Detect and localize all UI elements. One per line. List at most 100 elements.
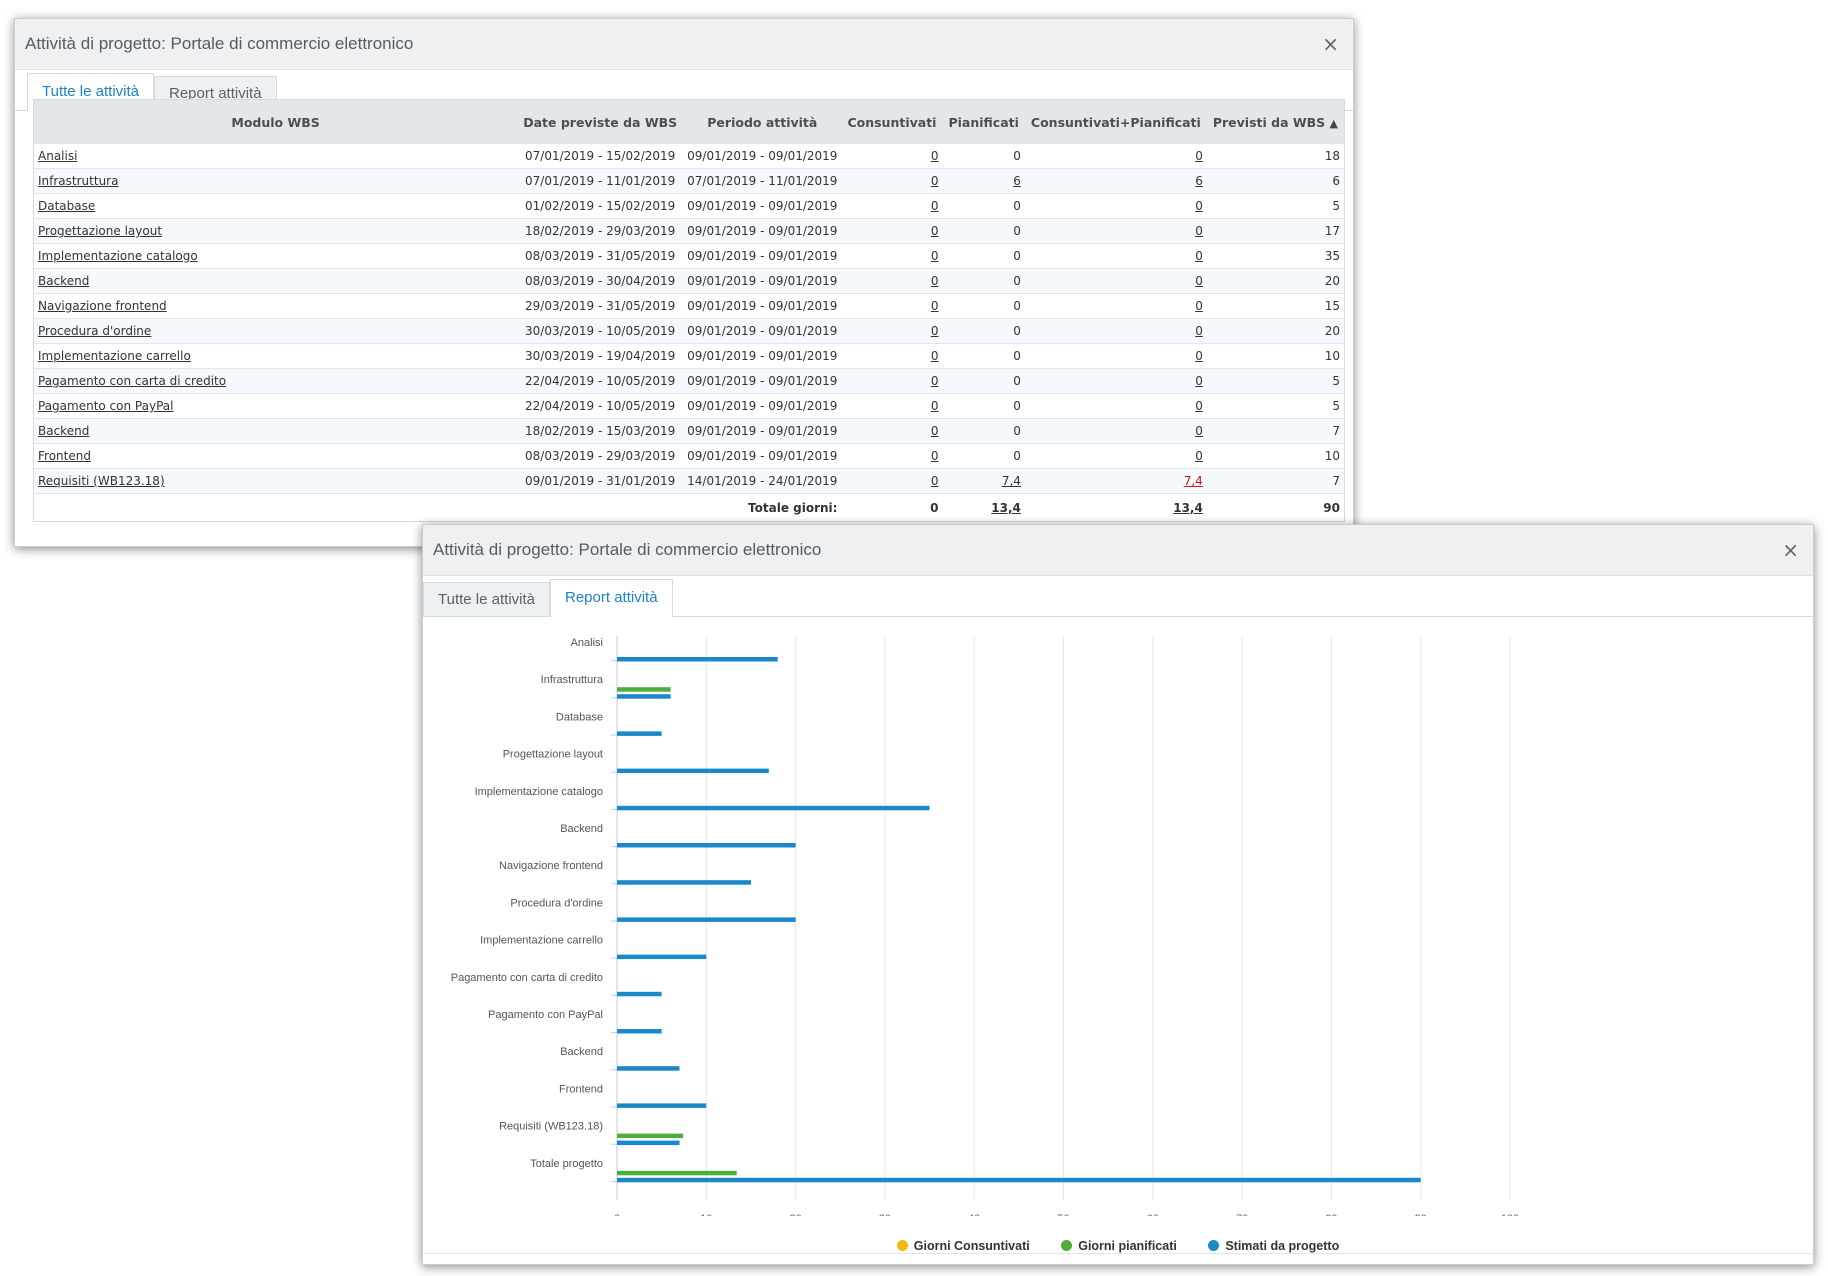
col-header-pianificati[interactable]: Pianificati xyxy=(942,100,1024,144)
cons-pian-link[interactable]: 0 xyxy=(1195,274,1203,288)
pianificati-value[interactable]: 6 xyxy=(1013,174,1021,188)
cell-consuntivati: 0 xyxy=(841,444,942,469)
cons-pian-link[interactable]: 7,4 xyxy=(1184,474,1203,488)
cons-pian-link[interactable]: 0 xyxy=(1195,399,1203,413)
cons-pian-link[interactable]: 0 xyxy=(1195,249,1203,263)
cell-previsti: 6 xyxy=(1207,169,1344,194)
bar-stimati xyxy=(617,1178,1421,1183)
col-header-periodo[interactable]: Periodo attività xyxy=(683,100,841,144)
total-pianificati-link[interactable]: 13,4 xyxy=(991,501,1021,515)
col-header-date[interactable]: Date previste da WBS xyxy=(517,100,683,144)
cell-date: 08/03/2019 - 29/03/2019 xyxy=(517,444,683,469)
legend-item-pianificati[interactable]: Giorni pianificati xyxy=(1061,1239,1177,1253)
modulo-link[interactable]: Frontend xyxy=(38,449,91,463)
cell-previsti: 10 xyxy=(1207,344,1344,369)
col-header-previsti-label: Previsti da WBS xyxy=(1213,115,1325,130)
cell-consuntivati: 0 xyxy=(841,169,942,194)
consuntivati-link[interactable]: 0 xyxy=(931,349,939,363)
cell-pianificati: 0 xyxy=(942,269,1024,294)
cons-pian-link[interactable]: 0 xyxy=(1195,224,1203,238)
modulo-link[interactable]: Analisi xyxy=(38,149,77,163)
cons-pian-link[interactable]: 0 xyxy=(1195,299,1203,313)
x-tick-label: 60 xyxy=(1147,1213,1159,1216)
pianificati-value[interactable]: 7,4 xyxy=(1002,474,1021,488)
consuntivati-link[interactable]: 0 xyxy=(931,149,939,163)
footer-divider xyxy=(423,1253,1813,1254)
x-tick-label: 70 xyxy=(1236,1213,1248,1216)
modulo-link[interactable]: Implementazione carrello xyxy=(38,349,191,363)
modulo-link[interactable]: Backend xyxy=(38,274,89,288)
cell-cons-pian: 0 xyxy=(1025,144,1207,169)
bar-stimati xyxy=(617,731,662,736)
legend-item-stimati[interactable]: Stimati da progetto xyxy=(1208,1239,1339,1253)
close-icon[interactable]: × xyxy=(1318,32,1343,56)
total-label: Totale giorni: xyxy=(683,494,841,522)
close-icon[interactable]: × xyxy=(1778,538,1803,562)
modulo-link[interactable]: Database xyxy=(38,199,95,213)
pianificati-value: 0 xyxy=(1013,274,1021,288)
consuntivati-link[interactable]: 0 xyxy=(931,449,939,463)
category-label: Database xyxy=(556,711,603,723)
table-row: Progettazione layout 18/02/2019 - 29/03/2… xyxy=(34,219,1344,244)
cell-date: 30/03/2019 - 10/05/2019 xyxy=(517,319,683,344)
cell-previsti: 5 xyxy=(1207,194,1344,219)
col-header-modulo[interactable]: Modulo WBS xyxy=(34,100,517,144)
consuntivati-link[interactable]: 0 xyxy=(931,249,939,263)
consuntivati-link[interactable]: 0 xyxy=(931,474,939,488)
col-header-previsti[interactable]: Previsti da WBS ▲︎ xyxy=(1207,100,1344,144)
chart-legend: Giorni Consuntivati Giorni pianificati S… xyxy=(423,1239,1813,1253)
cell-cons-pian: 0 xyxy=(1025,444,1207,469)
consuntivati-link[interactable]: 0 xyxy=(931,424,939,438)
sort-icon[interactable]: ▲︎ xyxy=(1330,117,1338,130)
cell-consuntivati: 0 xyxy=(841,244,942,269)
modulo-link[interactable]: Pagamento con PayPal xyxy=(38,399,173,413)
consuntivati-link[interactable]: 0 xyxy=(931,224,939,238)
modulo-link[interactable]: Requisiti (WB123.18) xyxy=(38,474,165,488)
cell-date: 29/03/2019 - 31/05/2019 xyxy=(517,294,683,319)
cons-pian-link[interactable]: 6 xyxy=(1195,174,1203,188)
consuntivati-link[interactable]: 0 xyxy=(931,399,939,413)
modulo-link[interactable]: Progettazione layout xyxy=(38,224,162,238)
consuntivati-link[interactable]: 0 xyxy=(931,374,939,388)
cons-pian-link[interactable]: 0 xyxy=(1195,324,1203,338)
consuntivati-link[interactable]: 0 xyxy=(931,174,939,188)
modulo-link[interactable]: Backend xyxy=(38,424,89,438)
cons-pian-link[interactable]: 0 xyxy=(1195,149,1203,163)
x-tick-label: 100 xyxy=(1501,1213,1519,1216)
cell-consuntivati: 0 xyxy=(841,419,942,444)
col-header-cons-pian[interactable]: Consuntivati+Pianificati xyxy=(1025,100,1207,144)
tab-activity-report[interactable]: Report attività xyxy=(550,579,673,617)
modulo-link[interactable]: Implementazione catalogo xyxy=(38,249,198,263)
cons-pian-link[interactable]: 0 xyxy=(1195,374,1203,388)
consuntivati-link[interactable]: 0 xyxy=(931,299,939,313)
total-cons-pian-link[interactable]: 13,4 xyxy=(1173,501,1203,515)
window-titlebar: Attività di progetto: Portale di commerc… xyxy=(15,19,1353,70)
cell-cons-pian: 0 xyxy=(1025,194,1207,219)
consuntivati-link[interactable]: 0 xyxy=(931,199,939,213)
modulo-link[interactable]: Navigazione frontend xyxy=(38,299,167,313)
modulo-link[interactable]: Procedura d'ordine xyxy=(38,324,151,338)
cons-pian-link[interactable]: 0 xyxy=(1195,349,1203,363)
cell-date: 22/04/2019 - 10/05/2019 xyxy=(517,394,683,419)
pianificati-value: 0 xyxy=(1013,299,1021,313)
table-row: Implementazione catalogo 08/03/2019 - 31/… xyxy=(34,244,1344,269)
cell-pianificati: 0 xyxy=(942,369,1024,394)
tab-all-activities[interactable]: Tutte le attività xyxy=(423,582,550,616)
cell-cons-pian: 6 xyxy=(1025,169,1207,194)
cell-modulo: Backend xyxy=(34,419,517,444)
total-empty xyxy=(517,494,683,522)
legend-item-consuntivati[interactable]: Giorni Consuntivati xyxy=(897,1239,1030,1253)
col-header-consuntivati[interactable]: Consuntivati xyxy=(841,100,942,144)
cons-pian-link[interactable]: 0 xyxy=(1195,424,1203,438)
pianificati-value: 0 xyxy=(1013,449,1021,463)
consuntivati-link[interactable]: 0 xyxy=(931,324,939,338)
activity-report-chart: 0 10 20 30 40 50 60 70 80 90 100 Analisi Infrastrutt… xyxy=(423,616,1813,1264)
cell-pianificati: 7,4 xyxy=(942,469,1024,494)
consuntivati-link[interactable]: 0 xyxy=(931,274,939,288)
cell-periodo: 09/01/2019 - 09/01/2019 xyxy=(683,319,841,344)
cons-pian-link[interactable]: 0 xyxy=(1195,199,1203,213)
modulo-link[interactable]: Infrastruttura xyxy=(38,174,118,188)
modulo-link[interactable]: Pagamento con carta di credito xyxy=(38,374,226,388)
bar-stimati xyxy=(617,992,662,997)
cons-pian-link[interactable]: 0 xyxy=(1195,449,1203,463)
